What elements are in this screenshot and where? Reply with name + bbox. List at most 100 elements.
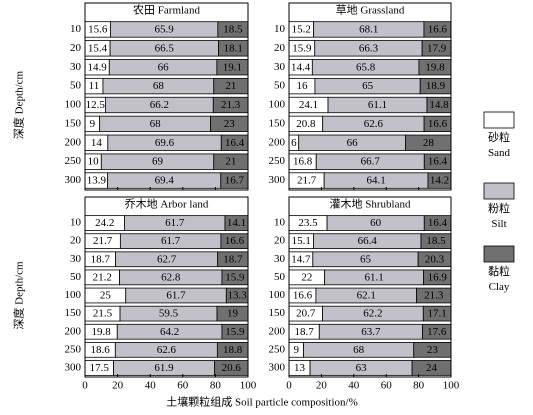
value-label: 21	[225, 80, 236, 92]
value-label: 21.3	[424, 290, 444, 302]
y-tick-label: 250	[269, 343, 286, 355]
panel-frame	[84, 196, 249, 378]
value-label: 64.2	[160, 326, 179, 338]
x-tick-label: 80	[413, 380, 425, 392]
legend-swatch	[483, 111, 515, 129]
value-label: 65.8	[356, 61, 376, 73]
value-label: 66	[347, 137, 359, 149]
y-tick-label: 20	[70, 235, 82, 247]
value-label: 19.8	[425, 61, 445, 73]
value-label: 68	[153, 80, 165, 92]
value-label: 69.6	[155, 137, 175, 149]
value-label: 22	[301, 271, 312, 283]
value-label: 61.1	[365, 271, 384, 283]
value-label: 13.3	[228, 290, 248, 302]
value-label: 66.7	[361, 156, 381, 168]
x-tick-label: 60	[381, 380, 393, 392]
value-label: 14.4	[291, 61, 311, 73]
value-label: 24.1	[299, 99, 318, 111]
value-label: 14.9	[88, 61, 108, 73]
value-label: 23	[427, 344, 439, 356]
y-tick-label: 30	[274, 253, 286, 265]
y-tick-label: 150	[269, 117, 286, 129]
panel-frame	[288, 196, 452, 378]
value-label: 24	[426, 362, 438, 374]
value-label: 62.1	[357, 290, 376, 302]
value-label: 61.7	[161, 235, 181, 247]
value-label: 23	[224, 118, 236, 130]
y-axis-label: 深度 Depth/cm	[12, 70, 26, 139]
value-label: 61.9	[154, 362, 174, 374]
value-label: 15.4	[88, 42, 108, 54]
value-label: 15.1	[292, 235, 311, 247]
legend-swatch	[483, 245, 515, 263]
value-label: 18.7	[295, 326, 315, 338]
y-tick-label: 100	[269, 289, 286, 301]
value-label: 13	[294, 362, 306, 374]
value-label: 16.7	[225, 175, 245, 187]
y-tick-label: 200	[269, 325, 286, 337]
value-label: 24.2	[95, 217, 114, 229]
value-label: 62.8	[161, 271, 181, 283]
value-label: 16.9	[428, 271, 448, 283]
y-tick-label: 300	[269, 361, 286, 373]
value-label: 66.4	[358, 235, 378, 247]
y-tick-label: 150	[269, 307, 286, 319]
value-label: 25	[100, 290, 112, 302]
y-tick-label: 50	[274, 271, 286, 283]
value-label: 19	[227, 308, 239, 320]
x-tick-label: 100	[443, 380, 460, 392]
value-label: 61.7	[165, 217, 185, 229]
panel-frame	[288, 2, 452, 191]
legend-text: 黏粒 Clay	[488, 266, 510, 293]
value-label: 16.6	[428, 23, 448, 35]
value-label: 66	[158, 61, 170, 73]
y-tick-label: 50	[70, 80, 82, 92]
value-label: 63	[356, 362, 368, 374]
y-tick-label: 20	[70, 42, 82, 54]
value-label: 20.3	[425, 253, 445, 265]
x-tick-label: 20	[316, 380, 328, 392]
value-label: 69	[152, 156, 164, 168]
value-label: 66.5	[155, 42, 175, 54]
value-label: 21	[225, 156, 236, 168]
x-tick-label: 0	[82, 380, 88, 392]
value-label: 17.1	[428, 308, 447, 320]
y-tick-label: 50	[274, 80, 286, 92]
legend-swatch	[483, 182, 515, 200]
value-label: 64.1	[366, 175, 385, 187]
value-label: 18.8	[223, 344, 243, 356]
value-label: 21.7	[297, 175, 317, 187]
value-label: 14	[91, 137, 103, 149]
value-label: 17.5	[90, 362, 110, 374]
panel-frame	[84, 2, 249, 191]
value-label: 65	[360, 253, 372, 265]
value-label: 15.6	[88, 23, 108, 35]
value-label: 18.1	[224, 42, 243, 54]
y-tick-label: 100	[269, 99, 286, 111]
value-label: 10	[88, 156, 100, 168]
value-label: 18.6	[91, 344, 111, 356]
y-tick-label: 250	[65, 155, 82, 167]
value-label: 9	[294, 344, 300, 356]
y-tick-label: 200	[269, 136, 286, 148]
value-label: 18.7	[91, 253, 111, 265]
value-label: 21.2	[93, 271, 112, 283]
y-tick-label: 30	[274, 61, 286, 73]
y-tick-label: 50	[70, 271, 82, 283]
y-tick-label: 250	[269, 155, 286, 167]
legend-label: 粉粒 Silt	[488, 203, 510, 230]
x-tick-label: 40	[145, 380, 157, 392]
panel-title: 农田 Farmland	[133, 3, 200, 17]
value-label: 68	[150, 118, 162, 130]
value-label: 16.4	[428, 156, 448, 168]
y-tick-label: 10	[274, 23, 286, 35]
y-tick-label: 200	[65, 136, 82, 148]
legend-label: 黏粒 Clay	[488, 266, 510, 293]
value-label: 28	[423, 137, 435, 149]
y-tick-label: 20	[274, 235, 286, 247]
value-label: 65	[362, 80, 374, 92]
value-label: 18.7	[223, 253, 243, 265]
y-tick-label: 20	[274, 42, 286, 54]
value-label: 18.5	[426, 235, 446, 247]
